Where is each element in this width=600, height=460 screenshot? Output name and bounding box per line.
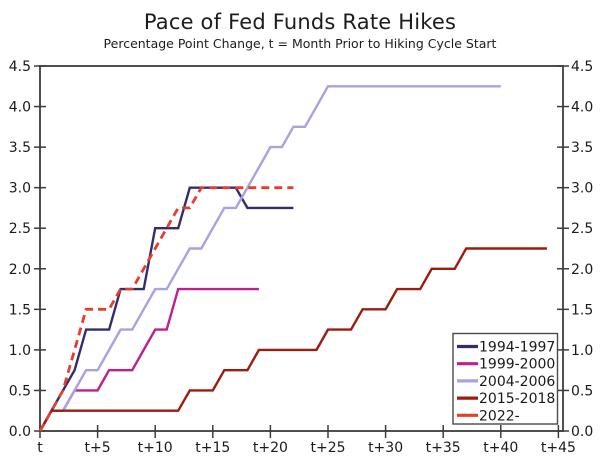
y-tick-label-left: 4.5 xyxy=(9,59,31,75)
y-tick-label-left: 2.5 xyxy=(9,221,31,237)
y-tick-label-right: 2.5 xyxy=(571,221,593,237)
legend-box xyxy=(452,332,559,425)
y-tick-label-right: 3.5 xyxy=(571,140,593,156)
x-tick-label: t xyxy=(37,440,43,456)
series-line-2015-2018 xyxy=(38,247,547,432)
y-tick-label-left: 4.0 xyxy=(9,100,31,116)
series-line-1999-2000 xyxy=(38,287,259,432)
y-tick-label-right: 1.5 xyxy=(571,302,593,318)
y-tick-label-right: 3.0 xyxy=(571,181,593,197)
series-line-2022- xyxy=(38,186,294,432)
x-tick-label: t+35 xyxy=(426,440,461,456)
series-line-2004-2006 xyxy=(38,85,501,432)
x-tick-label: t+20 xyxy=(253,440,288,456)
y-tick-label-left: 0.0 xyxy=(9,424,31,440)
plot-box xyxy=(39,65,564,432)
legend-label-1994-1997: 1994-1997 xyxy=(479,340,555,356)
y-tick-label-left: 3.5 xyxy=(9,140,31,156)
legend-label-2004-2006: 2004-2006 xyxy=(479,374,555,390)
x-tick-label: t+25 xyxy=(310,440,345,456)
legend-label-2022-: 2022- xyxy=(479,408,520,424)
y-tick-label-left: 0.5 xyxy=(9,383,31,399)
x-tick-label: t+45 xyxy=(541,440,576,456)
chart-title: Pace of Fed Funds Rate Hikes xyxy=(143,10,457,34)
y-tick-label-right: 2.0 xyxy=(571,262,593,278)
legend-label-1999-2000: 1999-2000 xyxy=(479,357,555,373)
y-tick-label-left: 1.0 xyxy=(9,343,31,359)
x-tick-label: t+15 xyxy=(195,440,230,456)
y-tick-label-right: 0.5 xyxy=(571,383,593,399)
y-tick-label-right: 0.0 xyxy=(571,424,593,440)
x-tick-label: t+40 xyxy=(483,440,518,456)
y-tick-label-right: 4.5 xyxy=(571,59,593,75)
series-line-1994-1997 xyxy=(38,186,294,432)
chart-subtitle: Percentage Point Change, t = Month Prior… xyxy=(103,36,497,51)
x-tick-label: t+10 xyxy=(138,440,173,456)
y-tick-label-left: 1.5 xyxy=(9,302,31,318)
y-tick-label-left: 2.0 xyxy=(9,262,31,278)
x-tick-label: t+30 xyxy=(368,440,403,456)
legend-label-2015-2018: 2015-2018 xyxy=(479,391,555,407)
y-tick-label-right: 4.0 xyxy=(571,100,593,116)
x-tick-label: t+5 xyxy=(85,440,111,456)
y-tick-label-right: 1.0 xyxy=(571,343,593,359)
y-tick-label-left: 3.0 xyxy=(9,181,31,197)
